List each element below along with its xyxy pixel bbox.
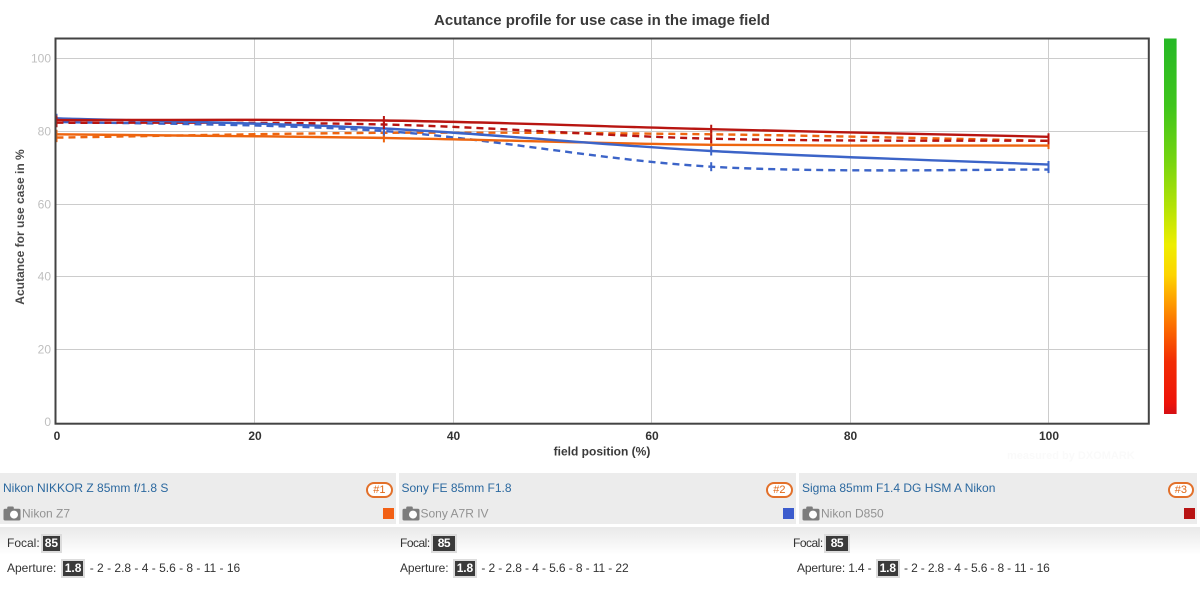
svg-text:0: 0	[44, 415, 51, 429]
svg-text:60: 60	[38, 198, 52, 212]
svg-text:0: 0	[54, 429, 61, 443]
svg-text:field position (%): field position (%)	[554, 445, 651, 459]
svg-text:40: 40	[447, 429, 461, 443]
svg-text:80: 80	[38, 125, 52, 139]
svg-text:80: 80	[844, 429, 858, 443]
svg-text:100: 100	[31, 52, 51, 66]
svg-text:20: 20	[38, 343, 52, 357]
svg-text:Acutance for use case in %: Acutance for use case in %	[13, 149, 27, 305]
svg-text:60: 60	[645, 429, 659, 443]
svg-text:40: 40	[38, 270, 52, 284]
svg-text:20: 20	[248, 429, 262, 443]
svg-text:100: 100	[1039, 429, 1059, 443]
